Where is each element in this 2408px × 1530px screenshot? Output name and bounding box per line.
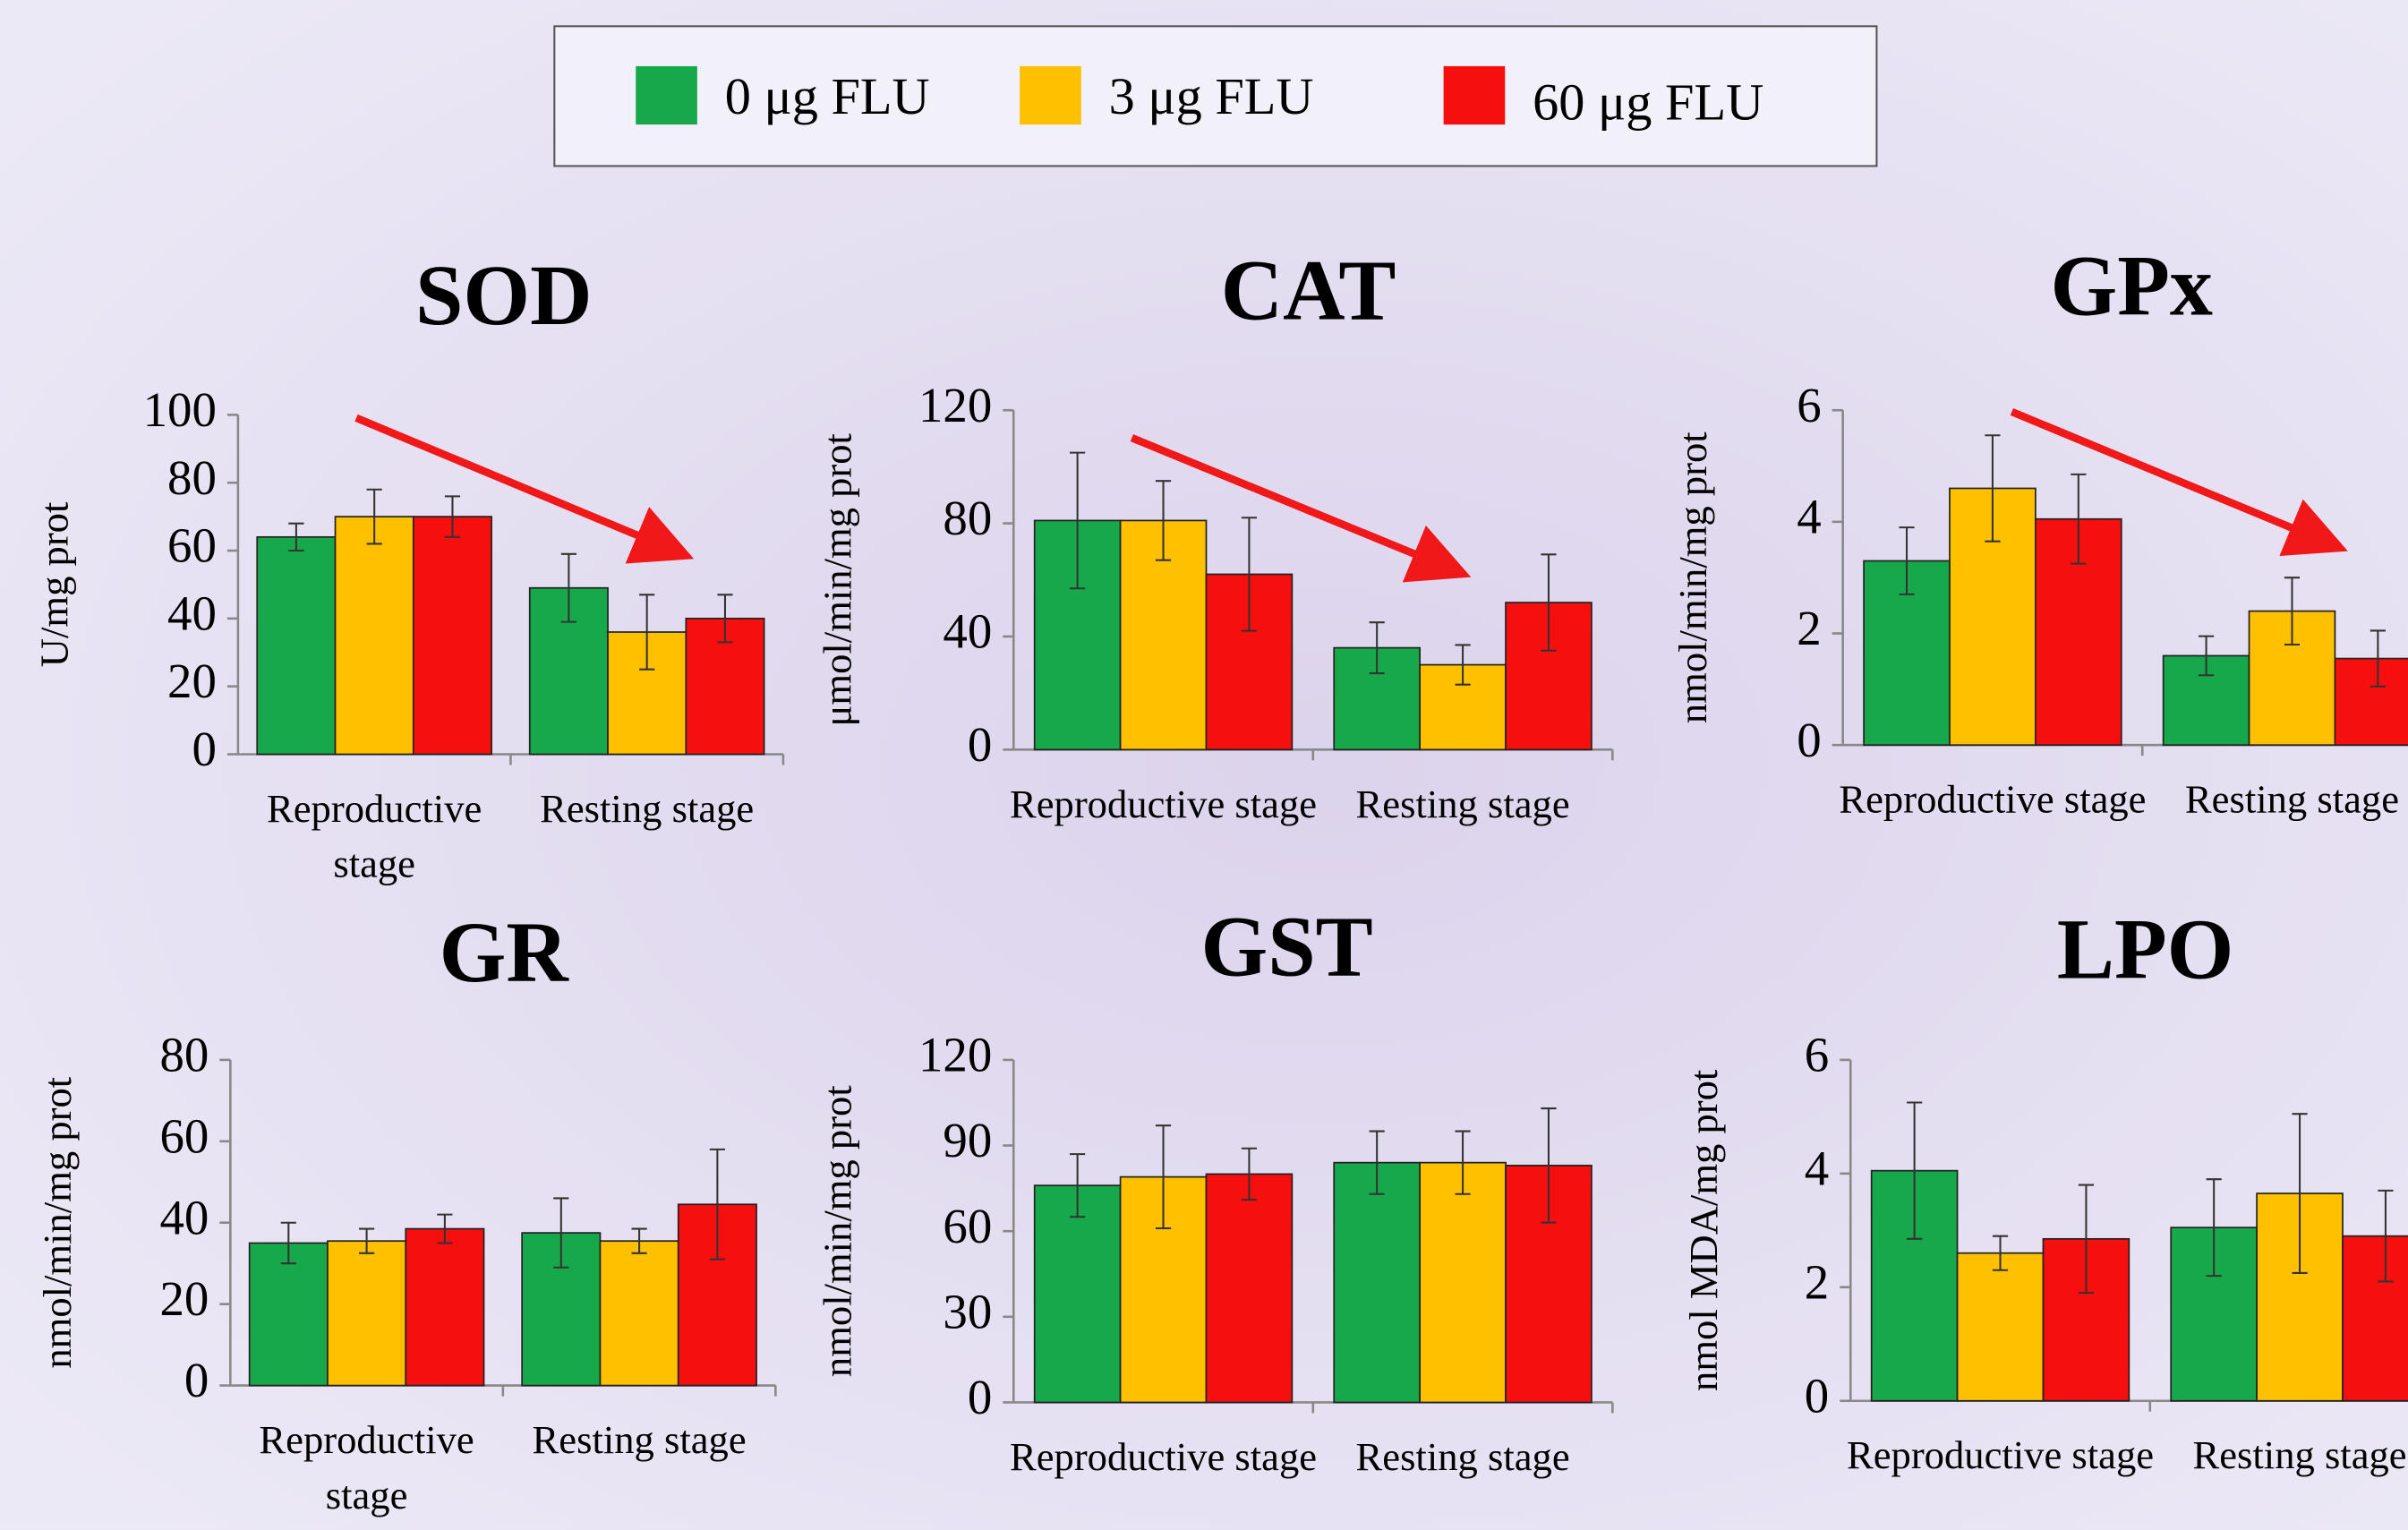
bar	[257, 537, 335, 755]
y-tick-label: 60	[159, 1108, 209, 1163]
y-tick-label: 0	[1797, 713, 1821, 767]
x-tick-label: Resting stage	[501, 782, 792, 837]
bar	[406, 1229, 483, 1386]
y-axis-label: nmol/min/mg prot	[35, 1076, 80, 1368]
y-tick-label: 0	[968, 1370, 992, 1424]
y-tick-label: 60	[167, 518, 217, 573]
x-tick-label: Reproductive stage	[1833, 773, 2151, 828]
legend: 0 μg FLU 3 μg FLU 60 μg FLU	[636, 66, 1763, 132]
y-tick-label: 100	[143, 382, 217, 437]
bar	[1334, 1163, 1420, 1403]
y-tick-label: 80	[159, 1027, 209, 1081]
x-label-box: Reproductive stage	[221, 1413, 512, 1530]
x-tick-label: Reproductive stage	[1004, 1430, 1322, 1485]
bar	[1958, 1253, 2044, 1401]
x-label-box: Resting stage	[1304, 1430, 1622, 1530]
y-tick-label: 60	[943, 1199, 992, 1253]
bar	[1420, 1163, 1506, 1403]
x-label-box: Resting stage	[2133, 773, 2408, 895]
bar	[2335, 659, 2408, 746]
x-tick-label: Resting stage	[494, 1413, 785, 1468]
y-tick-label: 80	[943, 491, 992, 545]
x-tick-label: Resting stage	[1304, 777, 1622, 833]
y-tick-label: 80	[167, 450, 217, 505]
x-tick-label: Reproductive stage	[221, 1413, 512, 1524]
x-tick-label: Resting stage	[2133, 773, 2408, 828]
x-label-box: Resting stage	[501, 782, 792, 904]
chart-title: LPO	[2057, 902, 2233, 997]
chart-title: GST	[1201, 898, 1373, 994]
chart-title: GR	[440, 904, 570, 1000]
y-tick-label: 6	[1805, 1027, 1829, 1081]
x-label-box: Reproductive stage	[1833, 773, 2151, 895]
x-label-box: Reproductive stage	[1841, 1429, 2159, 1530]
legend-label: 60 μg FLU	[1533, 73, 1763, 132]
y-tick-label: 0	[1805, 1368, 1829, 1423]
bar	[600, 1241, 678, 1385]
x-tick-label: Reproductive stage	[1841, 1429, 2159, 1484]
y-tick-label: 120	[918, 1027, 992, 1081]
y-tick-label: 120	[918, 378, 992, 432]
x-tick-label: Resting stage	[1304, 1430, 1622, 1485]
x-tick-label: Reproductive stage	[1004, 777, 1322, 833]
y-axis-label: U/mg prot	[31, 501, 76, 667]
x-label-box: Resting stage	[2140, 1429, 2408, 1530]
x-label-box: Resting stage	[1304, 777, 1622, 900]
y-axis-label: nmol MDA/mg prot	[1681, 1069, 1726, 1391]
x-label-box: Reproductive stage	[1004, 777, 1322, 900]
y-tick-label: 0	[968, 717, 992, 772]
y-tick-label: 6	[1797, 378, 1821, 432]
page: 0 μg FLU 3 μg FLU 60 μg FLU SOD U/mg prot 0 2…	[0, 0, 2408, 1530]
bar	[328, 1241, 406, 1385]
y-axis-label: nmol/min/mg prot	[1670, 432, 1715, 723]
legend-swatch	[1020, 66, 1081, 124]
y-axis-label: μmol/min/mg prot	[815, 432, 859, 726]
chart-title: CAT	[1221, 243, 1396, 338]
bar	[1035, 1185, 1121, 1402]
bar	[1206, 1174, 1292, 1402]
legend-swatch	[1444, 66, 1506, 124]
y-tick-label: 40	[943, 604, 992, 659]
y-tick-label: 20	[167, 654, 217, 708]
x-tick-label: Reproductive stage	[229, 782, 520, 893]
y-tick-label: 30	[943, 1284, 992, 1338]
y-tick-label: 2	[1797, 601, 1821, 655]
y-tick-label: 0	[184, 1353, 209, 1407]
y-tick-label: 20	[159, 1271, 209, 1326]
y-tick-label: 40	[159, 1190, 209, 1244]
legend-label: 3 μg FLU	[1109, 67, 1314, 125]
y-tick-label: 4	[1805, 1141, 1829, 1195]
legend-swatch	[636, 66, 697, 124]
y-tick-label: 40	[167, 586, 217, 640]
y-tick-label: 4	[1797, 489, 1821, 543]
legend-label: 0 μg FLU	[725, 67, 930, 125]
bar	[414, 517, 491, 754]
y-axis-label: nmol/min/mg prot	[815, 1085, 859, 1377]
figure: 0 μg FLU 3 μg FLU 60 μg FLU SOD U/mg prot 0 2…	[0, 0, 2408, 1530]
chart-title: SOD	[415, 247, 593, 343]
y-tick-label: 2	[1805, 1254, 1829, 1309]
bar	[2343, 1236, 2408, 1401]
chart-title: GPx	[2050, 238, 2212, 334]
y-tick-label: 0	[192, 722, 216, 776]
x-label-box: Reproductive stage	[1004, 1430, 1322, 1530]
y-tick-label: 90	[943, 1113, 992, 1167]
bar	[250, 1243, 328, 1385]
x-label-box: Reproductive stage	[229, 782, 520, 904]
bar	[336, 517, 414, 754]
x-tick-label: Resting stage	[2140, 1429, 2408, 1484]
x-label-box: Resting stage	[494, 1413, 785, 1530]
